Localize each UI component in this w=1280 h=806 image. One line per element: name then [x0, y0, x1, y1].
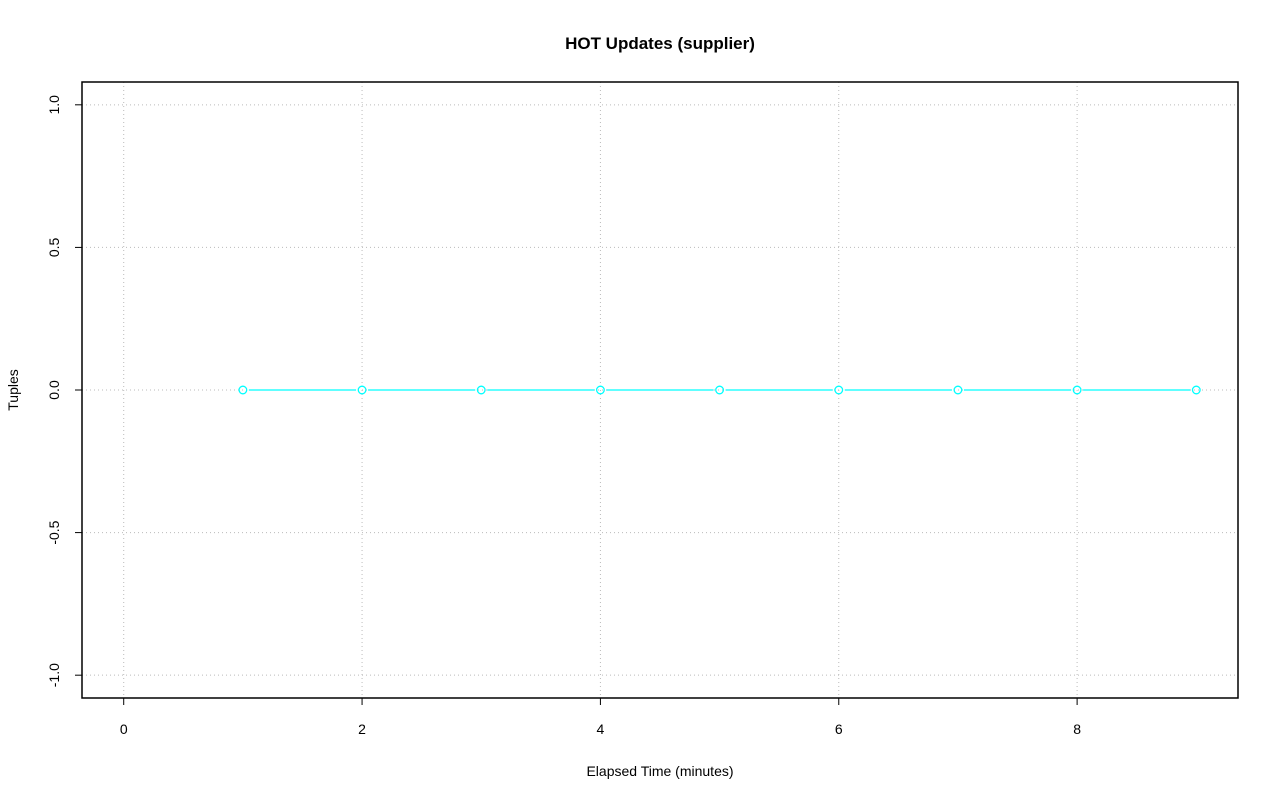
- x-tick-label: 8: [1073, 721, 1081, 737]
- x-tick-label: 6: [835, 721, 843, 737]
- data-point: [238, 385, 248, 395]
- data-point: [953, 385, 963, 395]
- x-axis-label: Elapsed Time (minutes): [586, 763, 733, 779]
- data-point: [595, 385, 605, 395]
- y-tick-label: 0.0: [46, 380, 62, 400]
- y-tick-label: -1.0: [46, 663, 62, 687]
- data-point: [476, 385, 486, 395]
- y-tick-label: 1.0: [46, 95, 62, 115]
- x-tick-label: 4: [597, 721, 605, 737]
- x-tick-label: 2: [358, 721, 366, 737]
- data-point: [715, 385, 725, 395]
- x-tick-label: 0: [120, 721, 128, 737]
- data-point: [1191, 385, 1201, 395]
- y-axis-label: Tuples: [5, 369, 21, 411]
- series: [238, 385, 1201, 395]
- plot-frame: [81, 81, 1239, 699]
- data-point: [834, 385, 844, 395]
- data-point: [357, 385, 367, 395]
- chart-title: HOT Updates (supplier): [565, 34, 755, 53]
- y-tick-label: -0.5: [46, 520, 62, 544]
- axes: 0 2 4 6 8 -1.0 -0.5 0.0 0.5 1.0: [46, 95, 1081, 737]
- data-point: [1072, 385, 1082, 395]
- y-tick-label: 0.5: [46, 237, 62, 257]
